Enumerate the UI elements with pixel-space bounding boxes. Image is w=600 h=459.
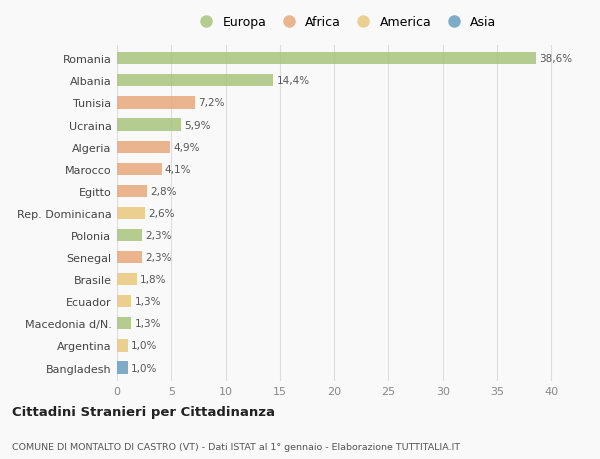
Text: 38,6%: 38,6% [539,54,572,64]
Text: 1,3%: 1,3% [134,297,161,307]
Text: 2,3%: 2,3% [145,252,172,263]
Text: 5,9%: 5,9% [184,120,211,130]
Bar [117,318,131,330]
Text: 2,8%: 2,8% [151,186,177,196]
Text: 2,3%: 2,3% [145,230,172,241]
Text: 2,6%: 2,6% [148,208,175,218]
Bar [117,163,161,175]
Bar [117,141,170,153]
Bar [117,75,274,87]
Text: Cittadini Stranieri per Cittadinanza: Cittadini Stranieri per Cittadinanza [12,405,275,419]
Legend: Europa, Africa, America, Asia: Europa, Africa, America, Asia [190,12,500,33]
Bar [117,207,145,219]
Bar [117,53,536,65]
Bar [117,362,128,374]
Text: 1,0%: 1,0% [131,363,157,373]
Text: 14,4%: 14,4% [277,76,310,86]
Text: 4,9%: 4,9% [173,142,200,152]
Bar [117,97,195,109]
Text: 1,8%: 1,8% [140,274,166,285]
Text: 7,2%: 7,2% [199,98,225,108]
Bar [117,119,181,131]
Text: COMUNE DI MONTALTO DI CASTRO (VT) - Dati ISTAT al 1° gennaio - Elaborazione TUTT: COMUNE DI MONTALTO DI CASTRO (VT) - Dati… [12,442,460,451]
Text: 1,0%: 1,0% [131,341,157,351]
Text: 4,1%: 4,1% [165,164,191,174]
Bar [117,296,131,308]
Bar [117,230,142,241]
Text: 1,3%: 1,3% [134,319,161,329]
Bar [117,274,137,285]
Bar [117,185,148,197]
Bar [117,252,142,263]
Bar [117,340,128,352]
